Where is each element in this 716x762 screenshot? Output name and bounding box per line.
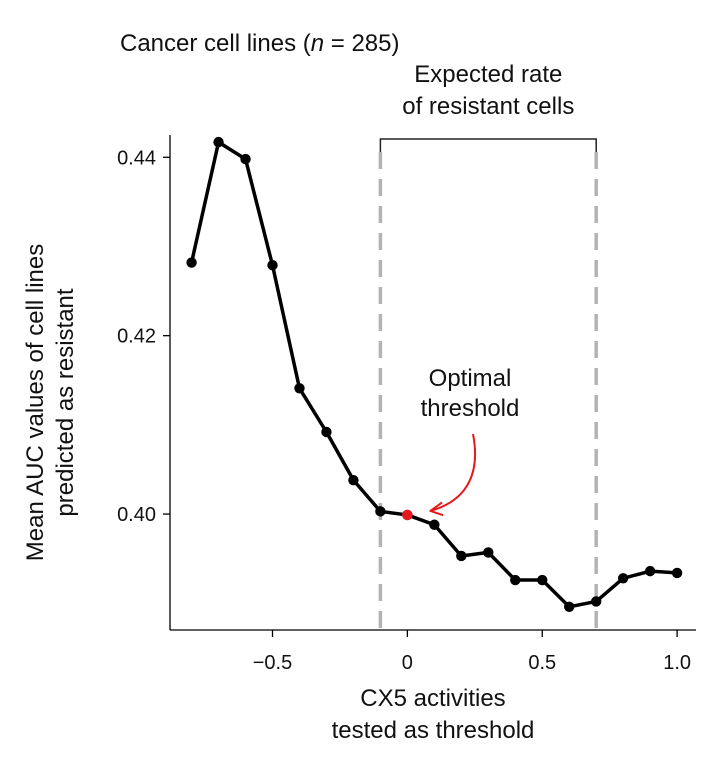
data-point — [213, 136, 224, 148]
data-point — [321, 426, 332, 438]
x-axis-label-line: CX5 activities — [360, 685, 505, 712]
data-point — [186, 257, 197, 268]
bracket-label-line: Expected rate — [414, 61, 562, 88]
y-tick-label: 0.40 — [117, 504, 156, 526]
data-point — [590, 596, 602, 607]
chart-title: Cancer cell lines (n = 285) — [120, 30, 399, 57]
region-bracket — [379, 138, 597, 152]
annotation-arrowhead — [429, 501, 444, 516]
annotation-arrow — [430, 433, 477, 512]
y-tick-label: 0.42 — [117, 326, 156, 348]
y-axis-label-line: Mean AUC values of cell lines — [22, 244, 49, 561]
optimal-threshold-label-line: Optimal — [429, 365, 512, 392]
chart-title-prefix: Cancer cell lines ( — [120, 30, 311, 57]
data-point — [240, 153, 251, 165]
data-point — [267, 260, 278, 271]
x-axis-label-line: tested as threshold — [332, 717, 535, 744]
data-point — [537, 574, 548, 586]
data-point — [375, 506, 386, 517]
data-point — [348, 474, 359, 486]
x-tick-label: 0.5 — [528, 652, 556, 674]
data-point — [294, 383, 305, 394]
y-axis-label-line: predicted as resistant — [52, 288, 79, 516]
chart-title-italic: n — [311, 30, 324, 57]
x-tick-label: 0 — [402, 652, 413, 674]
data-point — [617, 573, 629, 584]
data-point — [456, 550, 467, 562]
bracket-label-line: of resistant cells — [402, 93, 574, 120]
optimal-threshold-point — [402, 509, 413, 521]
chart-title-suffix: = 285) — [324, 30, 399, 57]
data-point — [483, 547, 494, 558]
y-tick-label: 0.44 — [117, 147, 156, 169]
data-point — [510, 574, 521, 586]
data-point — [671, 567, 683, 579]
optimal-threshold-label-line: threshold — [421, 395, 520, 422]
data-point — [564, 601, 575, 613]
data-point — [644, 565, 656, 577]
x-tick-label: −0.5 — [253, 652, 292, 674]
x-tick-label: 1.0 — [663, 652, 691, 674]
data-point — [429, 519, 440, 530]
